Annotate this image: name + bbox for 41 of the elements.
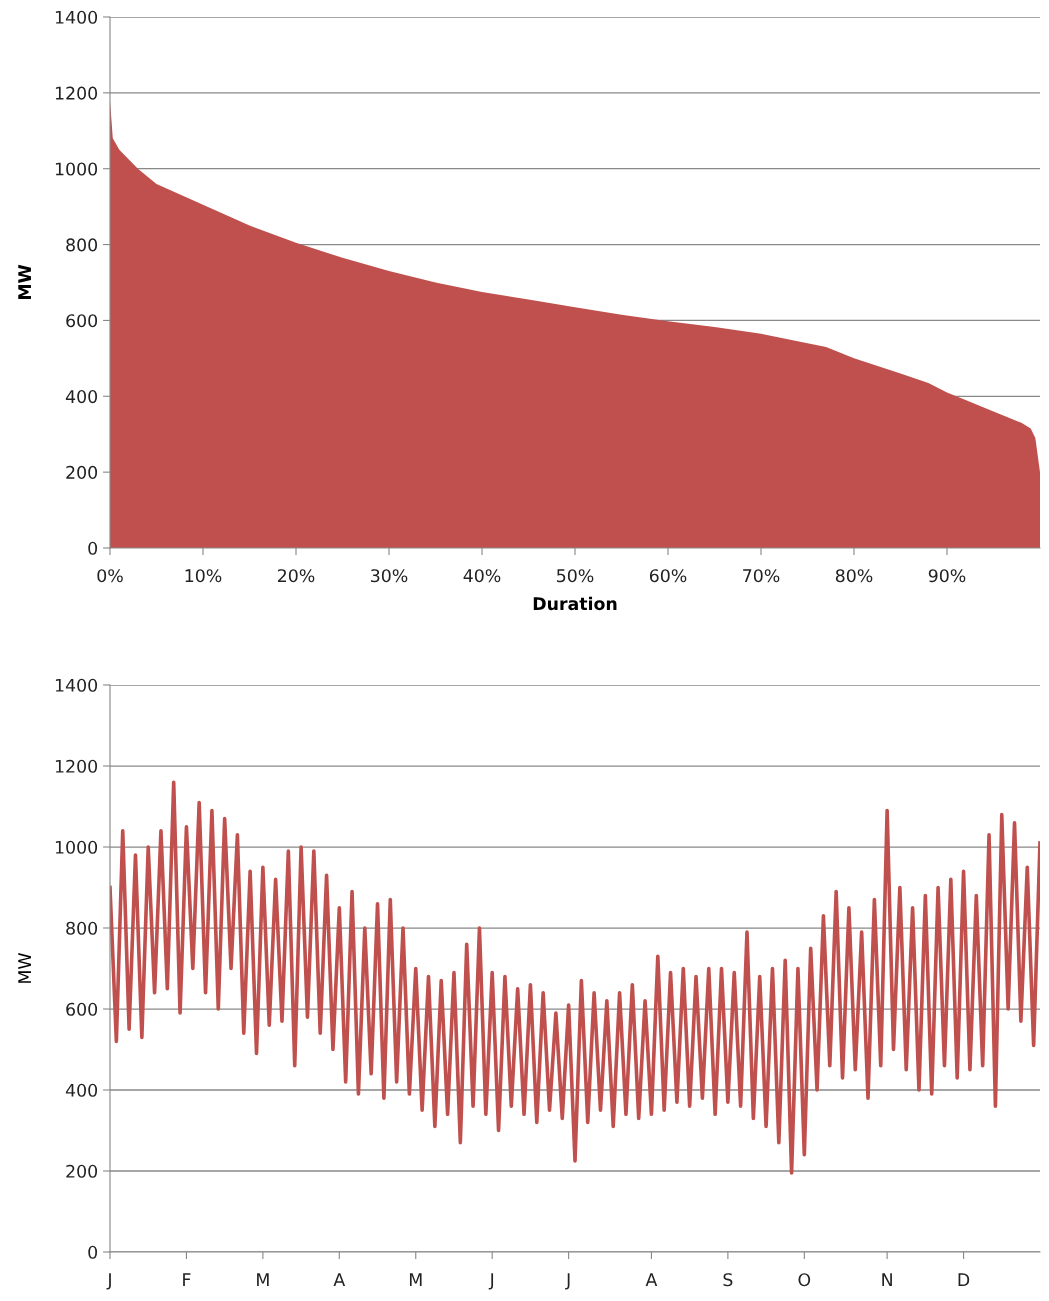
y-tick-label: 400 bbox=[65, 1083, 98, 1097]
x-tick-label: 40% bbox=[463, 569, 501, 583]
x-tick-label: 50% bbox=[557, 569, 594, 583]
x-tick-label: 70% bbox=[743, 569, 780, 583]
y-axis-title: MW bbox=[18, 264, 31, 300]
y-tick-label: 0 bbox=[88, 541, 98, 555]
y-tick-label: 1000 bbox=[55, 840, 98, 854]
x-tick-label: 80% bbox=[835, 569, 873, 583]
y-tick-label: 200 bbox=[66, 1164, 98, 1178]
x-tick-label: 0% bbox=[97, 569, 123, 583]
x-tick-label: J bbox=[106, 1273, 111, 1290]
y-tick-label: 600 bbox=[66, 1002, 98, 1016]
y-tick-label: 1200 bbox=[55, 759, 98, 773]
x-tick-label: N bbox=[882, 1273, 892, 1287]
x-tick-label: 30% bbox=[371, 569, 408, 583]
x-tick-label: M bbox=[257, 1273, 269, 1287]
y-tick-label: 400 bbox=[65, 390, 98, 404]
y-tick-label: 800 bbox=[66, 238, 98, 252]
x-tick-label: A bbox=[333, 1273, 346, 1287]
x-tick-label: D bbox=[958, 1273, 970, 1287]
y-tick-label: 1000 bbox=[55, 162, 98, 176]
y-tick-label: 1400 bbox=[55, 678, 98, 692]
x-tick-label: M bbox=[409, 1273, 422, 1287]
y-tick-label: 600 bbox=[66, 314, 98, 328]
y-tick-label: 800 bbox=[66, 921, 98, 935]
y-tick-label: 1400 bbox=[55, 10, 98, 24]
x-tick-label: 60% bbox=[649, 569, 687, 583]
x-tick-label: 10% bbox=[185, 569, 222, 583]
x-tick-label: A bbox=[645, 1273, 658, 1287]
x-tick-label: S bbox=[723, 1273, 733, 1287]
x-tick-label: F bbox=[183, 1273, 191, 1287]
y-tick-label: 200 bbox=[66, 465, 98, 479]
y-tick-label: 0 bbox=[88, 1245, 98, 1259]
x-tick-label: J bbox=[488, 1273, 494, 1290]
x-tick-label: O bbox=[798, 1273, 811, 1287]
x-tick-label: 20% bbox=[277, 569, 315, 583]
x-tick-label: J bbox=[565, 1273, 570, 1290]
y-axis-title: MW bbox=[18, 952, 31, 983]
x-tick-label: 90% bbox=[928, 569, 966, 583]
y-tick-label: 1200 bbox=[55, 86, 98, 100]
x-axis-title: Duration bbox=[533, 596, 617, 611]
